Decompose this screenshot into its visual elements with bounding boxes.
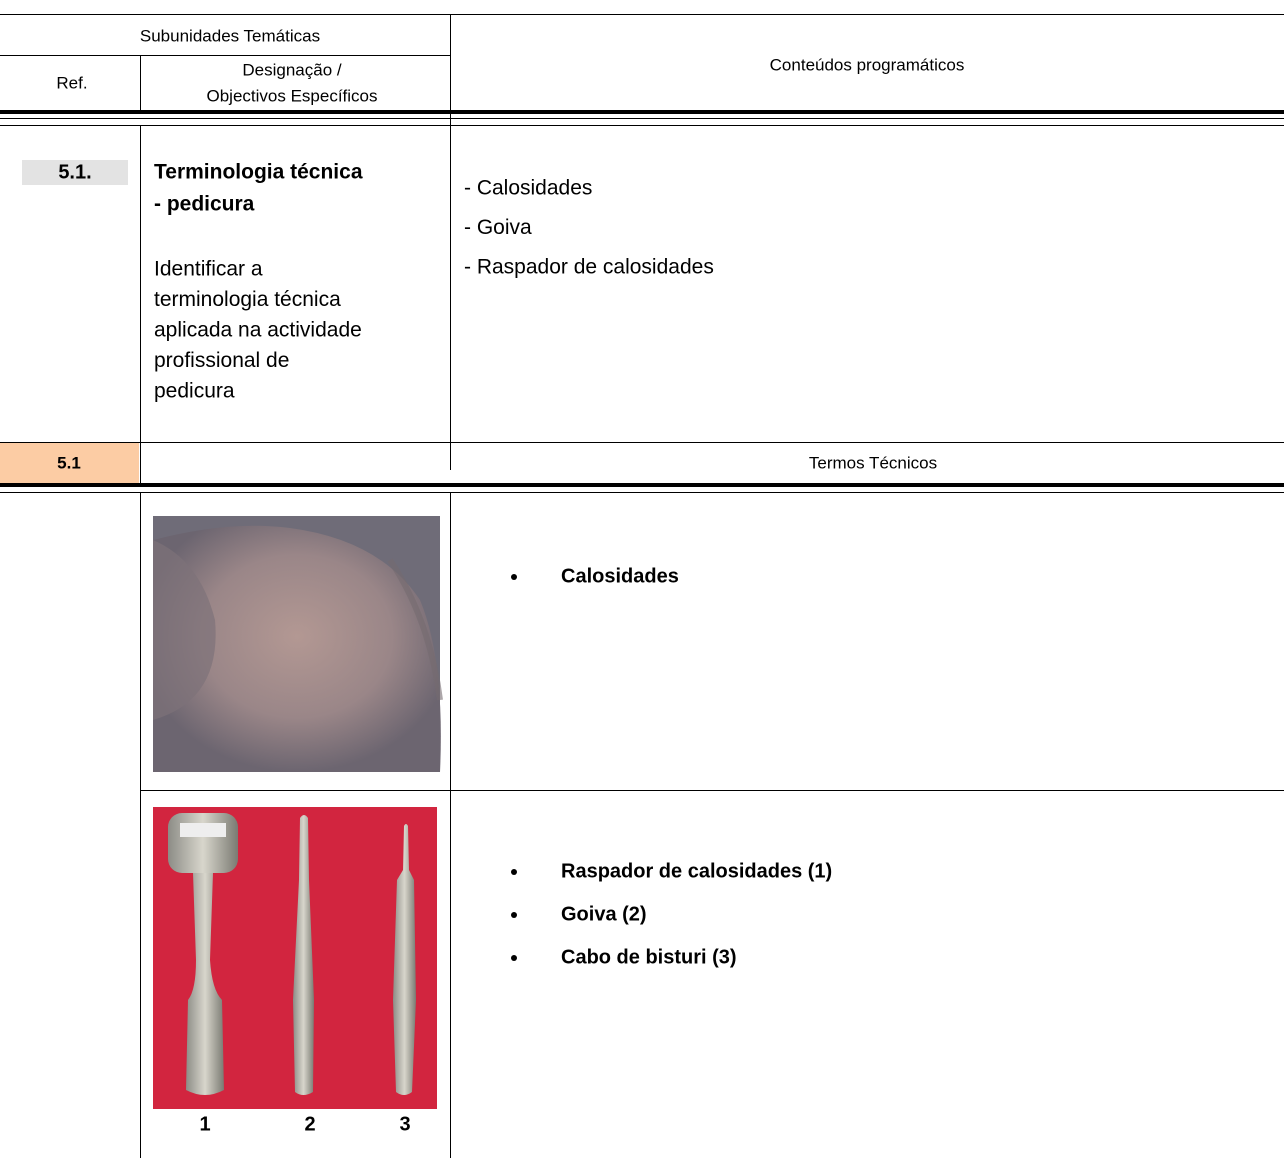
term: Calosidades bbox=[561, 565, 679, 587]
figure-label: 1 bbox=[199, 1113, 210, 1135]
callus-photo bbox=[153, 516, 443, 772]
term: Raspador de calosidades (1) bbox=[561, 860, 832, 882]
unit-title: Terminologia técnica bbox=[154, 161, 363, 184]
section-highlight bbox=[0, 443, 139, 483]
tools-photo bbox=[153, 807, 437, 1109]
objective-line: pedicura bbox=[154, 380, 235, 403]
content-line: - Calosidades bbox=[464, 177, 592, 200]
bullet bbox=[511, 574, 517, 580]
figure-label: 2 bbox=[304, 1113, 315, 1135]
objective-line: Identificar a bbox=[154, 258, 263, 281]
bullet bbox=[511, 955, 517, 961]
objective-line: terminologia técnica bbox=[154, 288, 341, 311]
unit-ref: 5.1. bbox=[58, 161, 91, 183]
table-rules bbox=[0, 14, 1284, 1158]
header-ref: Ref. bbox=[56, 73, 87, 92]
term: Cabo de bisturi (3) bbox=[561, 946, 737, 968]
section-title: Termos Técnicos bbox=[809, 453, 937, 472]
content-line: - Raspador de calosidades bbox=[464, 256, 714, 279]
header-group: Subunidades Temáticas bbox=[140, 26, 320, 45]
objective-line: profissional de bbox=[154, 349, 289, 372]
objective-line: aplicada na actividade bbox=[154, 319, 362, 342]
unit-contents: - Calosidades - Goiva - Raspador de calosi… bbox=[464, 177, 714, 279]
term-lists: Calosidades Raspador de calosidades (1) Go… bbox=[511, 565, 832, 968]
figure-labels: 1 2 3 bbox=[199, 1113, 410, 1135]
unit-title: - pedicura bbox=[154, 193, 255, 216]
section-ref: 5.1 bbox=[57, 453, 81, 472]
term: Goiva (2) bbox=[561, 903, 647, 925]
header-designation: Designação / bbox=[242, 60, 342, 79]
ref-highlight bbox=[22, 160, 128, 185]
header-contents: Conteúdos programáticos bbox=[770, 55, 965, 74]
bullet bbox=[511, 869, 517, 875]
header-designation: Objectivos Específicos bbox=[206, 86, 377, 105]
bullet bbox=[511, 912, 517, 918]
unit-objective: Identificar a terminologia técnica aplicad… bbox=[154, 258, 362, 403]
content-line: - Goiva bbox=[464, 216, 532, 239]
figure-label: 3 bbox=[399, 1113, 410, 1135]
